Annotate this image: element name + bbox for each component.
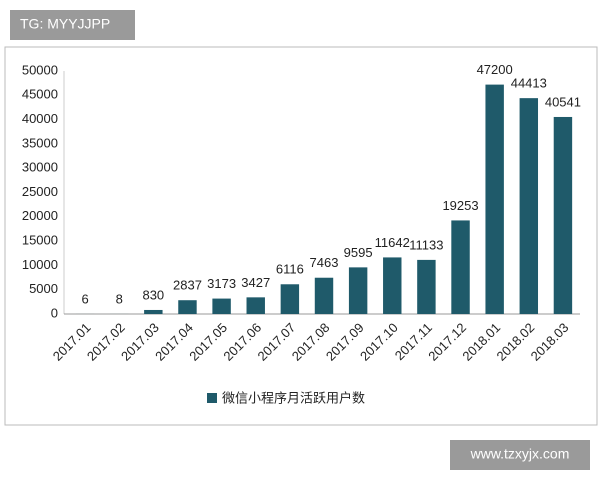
bar — [451, 220, 470, 314]
bar — [417, 259, 436, 314]
y-tick-label: 5000 — [29, 281, 58, 296]
y-tick-label: 10000 — [22, 257, 58, 272]
data-label: 8 — [116, 291, 123, 306]
bar — [519, 98, 539, 314]
bar — [144, 309, 163, 314]
chart-frame — [4, 46, 598, 426]
y-tick-label: 30000 — [22, 160, 58, 175]
y-tick-label: 20000 — [22, 208, 58, 223]
legend-label: 微信小程序月活跃用户数 — [222, 390, 365, 405]
data-label: 6116 — [276, 262, 304, 277]
data-label: 3427 — [241, 275, 270, 290]
watermark-box — [450, 440, 590, 470]
bar — [314, 277, 334, 314]
y-tick-label: 15000 — [22, 233, 58, 248]
y-tick-label: 40000 — [22, 111, 58, 126]
bar — [348, 267, 368, 314]
bar — [383, 257, 402, 314]
bar — [178, 300, 197, 314]
data-label: 11642 — [375, 235, 410, 250]
y-tick-label: 0 — [51, 305, 58, 320]
data-label: 19253 — [442, 198, 478, 213]
data-label: 6 — [81, 291, 88, 306]
data-label: 830 — [142, 287, 164, 302]
bar — [212, 298, 231, 314]
data-label: 9595 — [344, 245, 373, 260]
y-tick-label: 50000 — [22, 62, 58, 77]
bar — [553, 116, 573, 315]
data-label: 40541 — [545, 94, 581, 109]
watermark: TG: MYYJJPP — [20, 16, 110, 32]
watermark-box — [10, 10, 135, 40]
y-tick-label: 25000 — [22, 184, 58, 199]
legend-swatch — [207, 393, 217, 403]
data-label: 44413 — [511, 76, 547, 91]
bar — [246, 297, 265, 314]
bar — [485, 84, 504, 314]
watermark: www.tzxyjx.com — [470, 446, 570, 462]
y-tick-label: 45000 — [22, 87, 58, 102]
bar — [280, 284, 300, 314]
data-label: 47200 — [477, 62, 513, 77]
data-label: 7463 — [310, 255, 339, 270]
data-label: 3173 — [207, 276, 236, 291]
y-tick-label: 35000 — [22, 135, 58, 150]
data-label: 11133 — [409, 237, 443, 252]
data-label: 2837 — [173, 278, 202, 293]
